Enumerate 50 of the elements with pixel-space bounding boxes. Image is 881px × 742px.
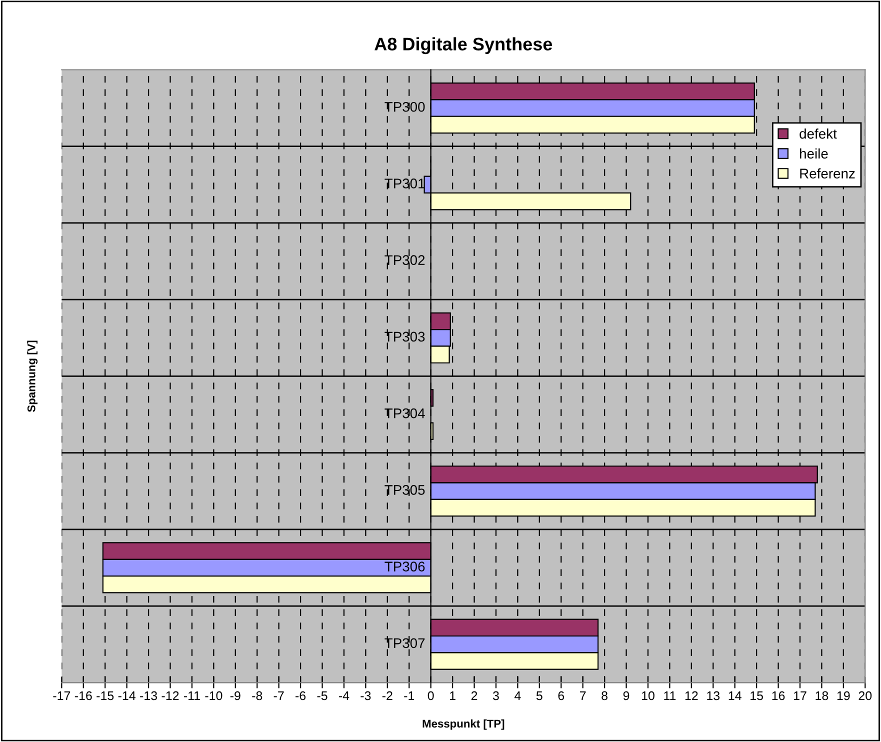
x-tick-label: 20 [858,691,872,700]
x-tick-label: -9 [230,691,240,700]
x-tick-label: -7 [274,691,284,700]
x-tick-label: -6 [296,691,306,700]
x-tick-label: -13 [140,691,158,700]
legend-label: Referenz [800,168,855,178]
x-tick-label: -16 [74,691,92,700]
x-tick-label: -1 [404,691,414,700]
x-tick-label: 4 [514,691,521,700]
x-tick-label: -15 [96,691,114,700]
x-tick-label: 12 [685,691,698,700]
y-tick-label: TP307 [384,638,425,648]
x-tick-label: 0 [428,691,434,700]
x-tick-label: 9 [623,691,630,700]
x-tick-label: -8 [252,691,262,700]
x-tick-label: 15 [750,691,763,700]
x-tick-label: 10 [642,691,654,700]
y-tick-label: TP305 [384,485,425,495]
x-tick-label: -3 [360,691,371,700]
x-tick-label: 13 [707,691,720,700]
x-axis-title: Messpunkt [TP] [422,719,504,730]
x-tick-label: 19 [837,691,850,700]
x-tick-label: -4 [338,691,350,700]
legend-label: heile [800,148,828,159]
x-tick-label: 16 [772,691,785,700]
y-tick-label: TP306 [384,562,425,572]
legend-label: defekt [800,128,837,139]
x-tick-label: -11 [184,691,200,700]
x-tick-label: -10 [205,691,222,700]
x-tick-label: -5 [317,691,328,700]
x-tick-label: -14 [118,691,136,700]
x-tick-label: -12 [162,691,179,700]
y-tick-label: TP302 [384,255,425,266]
x-tick-label: 14 [728,691,742,700]
x-tick-label: -17 [53,691,70,700]
x-tick-label: 7 [580,691,586,700]
x-tick-label: 11 [664,691,676,700]
x-tick-label: -2 [382,691,392,700]
x-tick-label: 3 [492,691,499,700]
x-tick-label: 6 [558,691,564,700]
x-tick-label: 8 [602,691,608,700]
x-tick-label: 17 [794,691,806,700]
chart-title: A8 Digitale Synthese [374,37,552,54]
x-tick-label: 5 [536,691,542,700]
y-tick-label: TP303 [384,332,425,342]
x-tick-label: 1 [450,691,456,700]
x-tick-label: 18 [816,691,828,700]
y-axis-title: Spannung [V] [27,340,38,412]
x-tick-label: 2 [471,691,478,700]
y-tick-label: TP300 [384,102,425,112]
